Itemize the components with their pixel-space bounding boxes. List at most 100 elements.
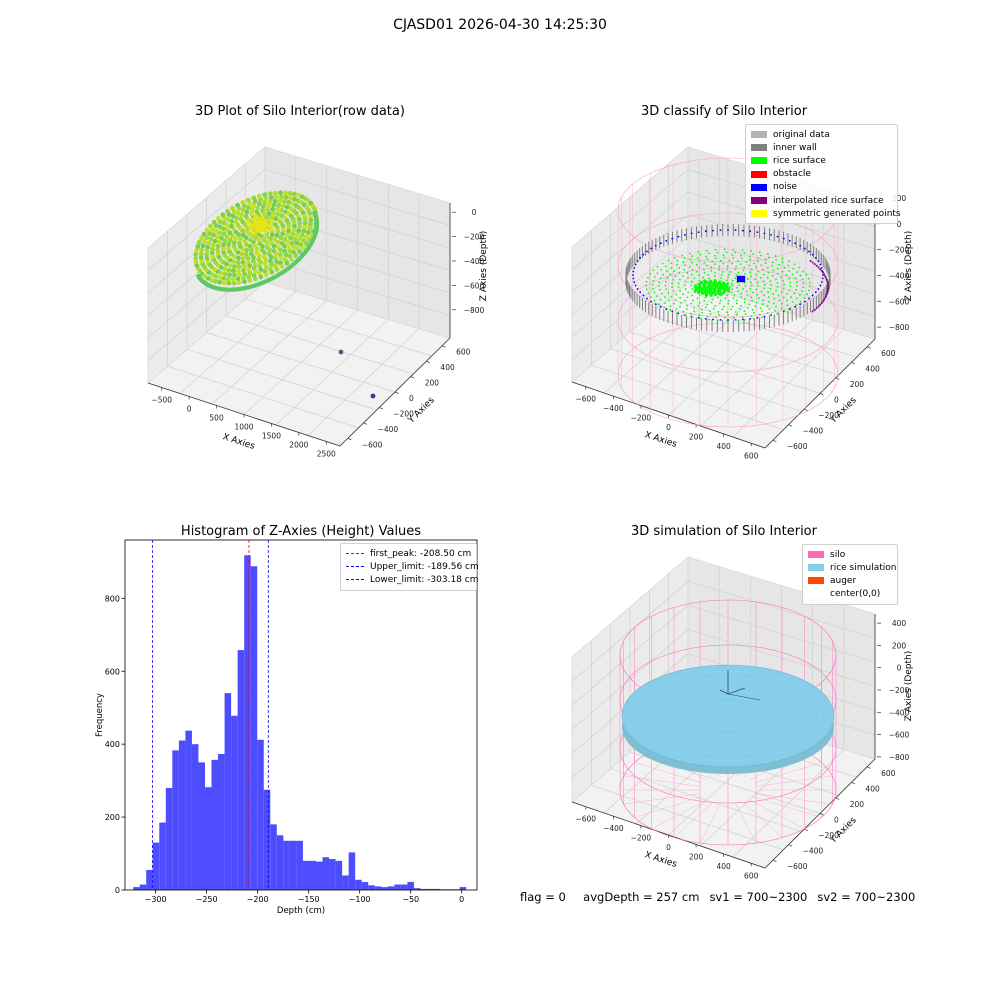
p1-data-point [221, 280, 227, 286]
p2-rice-surface-point [789, 281, 792, 284]
p3-legend-label: Upper_limit: -189.56 cm [370, 561, 479, 572]
p2-rice-surface-point [704, 296, 707, 299]
p3-histogram-bar [263, 789, 271, 890]
p2-z-axis-label: Z Axies (Depth) [904, 231, 914, 302]
p2-rice-surface-point [658, 303, 660, 305]
p2-rice-surface-point [752, 317, 755, 320]
p2-rice-surface-point [744, 273, 747, 275]
p4-y-tick [788, 844, 793, 847]
p2-rice-surface-point [691, 261, 693, 264]
p2-rice-surface-point [726, 265, 729, 268]
p2-rice-surface-point [746, 294, 749, 296]
p2-rice-surface-point [652, 287, 654, 290]
p1-data-point [263, 229, 268, 235]
p1-y-tick-label: 600 [456, 348, 471, 357]
p1-data-point [216, 216, 221, 221]
p2-rice-surface-point [714, 263, 716, 266]
p2-rice-surface-point [808, 281, 811, 284]
p2-rice-surface-point [710, 284, 714, 289]
p2-rice-surface-point [659, 298, 662, 301]
p2-rice-surface-point [724, 316, 726, 319]
p3-histogram-bar [394, 884, 401, 890]
p3-legend-swatch [346, 579, 364, 581]
p1-data-point [235, 260, 241, 265]
p1-data-point [242, 271, 248, 277]
p2-rice-surface-point [731, 288, 734, 291]
p2-rice-surface-point [706, 303, 709, 306]
p2-rice-surface-point [760, 254, 762, 257]
p4-rice-mesh-line [701, 703, 755, 729]
p1-data-point [302, 220, 308, 226]
p2-noise-point [819, 263, 822, 266]
p2-y-tick [788, 424, 793, 427]
p2-rice-surface-point [783, 266, 786, 269]
p1-data-point [264, 215, 269, 220]
p2-rice-surface-point [732, 257, 735, 259]
p2-noise-point [788, 239, 791, 242]
p1-data-point [302, 224, 308, 230]
p2-rice-surface-point [647, 276, 649, 279]
p2-rice-surface-point [665, 280, 667, 283]
p2-rice-surface-point [726, 268, 729, 270]
p1-x-axis-label: X Axies [221, 432, 256, 452]
p2-rice-surface-point [665, 265, 667, 268]
p1-y-tick [363, 422, 368, 425]
p2-rice-surface-point [802, 282, 805, 285]
p2-y-tick-label: 200 [850, 380, 865, 389]
panel1-title: 3D Plot of Silo Interior(row data) [195, 104, 405, 119]
p2-rice-surface-point [788, 260, 790, 263]
p2-rice-surface-point [675, 308, 678, 310]
p2-rice-surface-point [753, 262, 755, 265]
p2-rice-surface-point [697, 304, 700, 307]
p2-x-tick-label: −600 [575, 395, 596, 404]
p1-data-point [280, 231, 285, 237]
p2-legend-item: noise [751, 181, 892, 194]
p1-data-point [210, 246, 215, 252]
p2-legend-swatch [751, 144, 767, 152]
p1-data-point [287, 190, 293, 196]
p2-noise-point [799, 303, 802, 306]
p2-interpolated-point [821, 271, 824, 274]
p1-data-point [292, 196, 298, 202]
p1-data-point [239, 251, 244, 257]
p2-rice-surface-point [693, 310, 696, 312]
p1-data-point [249, 227, 254, 232]
p3-histogram-bar [329, 859, 336, 890]
p4-gridline [571, 604, 876, 706]
p1-data-point [217, 239, 222, 245]
p1-data-point [230, 268, 236, 274]
p2-rice-surface-point [790, 296, 792, 298]
p2-rice-surface-point [689, 252, 691, 255]
p1-data-point [275, 228, 281, 234]
p2-rice-surface-point [737, 260, 739, 262]
p2-rice-surface-point [744, 318, 746, 321]
p1-data-point [204, 252, 210, 257]
p2-legend-swatch [751, 157, 767, 165]
p2-rice-surface-point [780, 276, 783, 279]
p2-rice-surface-point [708, 277, 711, 280]
p2-noise-point [808, 250, 810, 253]
p1-data-point [231, 259, 237, 264]
p2-rice-surface-point [715, 316, 717, 319]
p1-data-point [193, 255, 199, 261]
p2-rice-surface-point [799, 294, 801, 296]
p1-data-point [269, 215, 274, 221]
p2-rice-surface-point [763, 283, 766, 286]
p1-data-point [254, 209, 260, 215]
p2-interpolated-point [813, 263, 816, 266]
p2-rice-surface-point [747, 264, 750, 267]
p2-noise-point [814, 291, 817, 294]
p2-rice-surface-point [721, 281, 726, 285]
p2-rice-surface-point [709, 293, 713, 297]
p1-data-point [307, 225, 313, 231]
p1-data-point [221, 249, 226, 255]
p1-x-tick-label: −500 [151, 396, 172, 405]
p2-rice-surface-point [711, 298, 714, 301]
p1-data-point [258, 267, 264, 272]
p4-legend-swatch [808, 551, 824, 559]
p1-data-point [211, 219, 217, 225]
p2-noise-point [636, 260, 639, 262]
p2-rice-surface-point [742, 287, 744, 290]
p1-data-point [267, 191, 273, 197]
p1-data-point [284, 232, 290, 238]
